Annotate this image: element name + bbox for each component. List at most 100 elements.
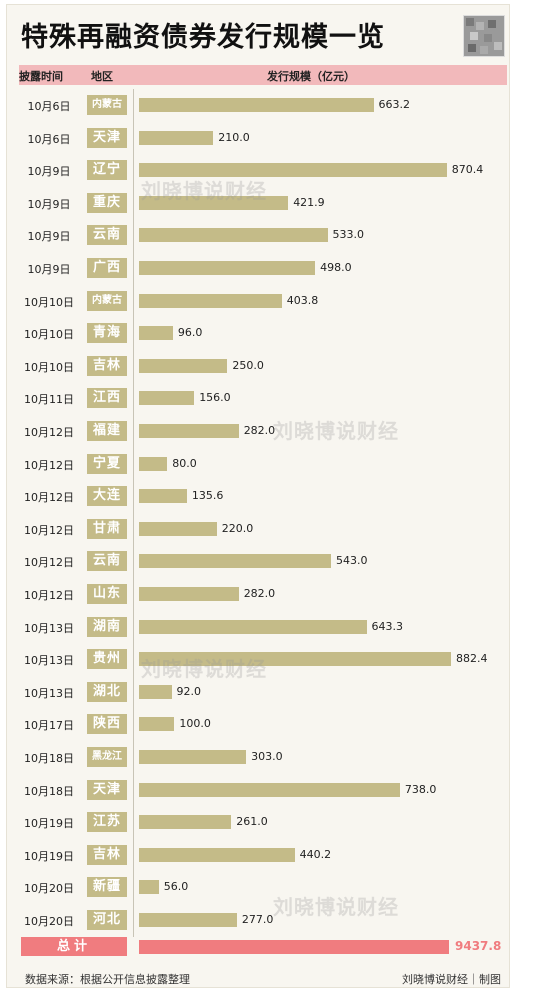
bar (139, 228, 328, 243)
row-region-label: 湖南 (87, 616, 127, 637)
row-date: 10月9日 (27, 165, 71, 179)
row-date: 10月19日 (24, 849, 74, 863)
total-label: 总计 (21, 937, 127, 956)
bar (139, 782, 400, 797)
watermark: 刘晓博说财经 (141, 179, 267, 203)
row-region-label: 天津 (87, 127, 127, 148)
row-date: 10月12日 (24, 589, 74, 602)
watermark: 刘晓博说财经 (141, 657, 267, 681)
row-date: 10月13日 (24, 621, 74, 635)
bar (139, 489, 187, 504)
bar-value-label: 663.2 (378, 98, 411, 111)
row-region-label: 贵州 (87, 649, 127, 670)
bar-value-label: 282.0 (243, 424, 276, 437)
bar-value-label: 421.9 (293, 195, 325, 209)
bar-value-label: 870.4 (451, 163, 484, 177)
bar (139, 880, 159, 895)
bar-value-label: 210.0 (218, 130, 250, 144)
row-region-label: 云南 (87, 551, 127, 572)
bar (139, 913, 237, 927)
row-region-label: 湖北 (87, 681, 127, 702)
bar (139, 847, 295, 862)
row-date: 10月13日 (24, 686, 74, 700)
bar-value-label: 250.0 (232, 358, 264, 372)
row-date: 10月19日 (24, 817, 74, 831)
bar (139, 163, 447, 178)
row-region-label: 新疆 (87, 877, 127, 898)
bar (139, 195, 289, 210)
bar (139, 326, 173, 341)
row-date: 10月11日 (24, 393, 74, 407)
row-region-label: 山东 (87, 584, 127, 604)
row-date: 10月18日 (24, 784, 74, 798)
bar-value-label: 220.0 (221, 521, 254, 535)
row-date: 10月10日 (24, 328, 74, 342)
row-date: 10月20日 (24, 882, 74, 896)
bar (139, 293, 282, 308)
row-date: 10月9日 (27, 230, 71, 244)
row-date: 10月9日 (27, 197, 71, 211)
bar (139, 750, 247, 764)
bar (139, 554, 331, 569)
row-region-label: 天津 (87, 779, 127, 800)
row-date: 10月20日 (24, 915, 74, 928)
footer-credit: 刘晓博说财经｜制图 (402, 973, 501, 986)
row-region-label: 重庆 (87, 192, 127, 213)
bar-value-label: 882.4 (456, 652, 488, 666)
bar (139, 684, 172, 699)
row-date: 10月12日 (24, 458, 74, 472)
row-date: 10月12日 (24, 556, 74, 570)
bar-value-label: 543.0 (336, 554, 368, 568)
bar-value-label: 100.0 (179, 717, 211, 731)
footer-source: 数据来源：根据公开信息披露整理 (25, 973, 190, 986)
row-date: 10月6日 (27, 100, 71, 113)
bar (139, 130, 214, 145)
row-region-label: 江西 (87, 388, 127, 409)
total-value: 9437.8 (455, 939, 502, 953)
watermark: 刘晓博说财经 (273, 895, 399, 919)
header-region: 地区 (91, 70, 113, 83)
chart-card: 特殊再融资债券发行规模一览 披露时间 地区 发行规模（亿元） 10月6日 内蒙古 6… (6, 4, 510, 988)
bar (139, 456, 168, 471)
bar-value-label: 533.0 (332, 228, 365, 242)
bar-value-label: 135.6 (191, 489, 224, 503)
row-region-label: 吉林 (87, 355, 127, 376)
row-region-label: 黑龙江 (87, 747, 127, 767)
bar-value-label: 80.0 (172, 456, 197, 470)
bar-value-label: 96.0 (177, 326, 203, 340)
row-date: 10月10日 (24, 360, 74, 374)
row-region-label: 广西 (87, 258, 127, 278)
chart-title: 特殊再融资债券发行规模一览 (21, 22, 385, 53)
bar-value-label: 92.0 (176, 684, 202, 698)
column-header-bar (19, 65, 507, 85)
bar (139, 587, 239, 601)
row-region-label: 内蒙古 (87, 95, 127, 115)
bar (139, 391, 195, 406)
bar (139, 619, 367, 634)
header-size: 发行规模（亿元） (267, 70, 355, 83)
bar (139, 261, 316, 275)
watermark: 刘晓博说财经 (273, 419, 399, 443)
logo-icon (463, 15, 505, 57)
row-region-label: 辽宁 (87, 160, 127, 181)
row-date: 10月10日 (24, 295, 74, 309)
row-date: 10月18日 (24, 752, 74, 765)
bar-value-label: 643.3 (371, 619, 404, 633)
bar-value-label: 156.0 (199, 391, 231, 405)
bar-value-label: 498.0 (320, 261, 352, 274)
row-region-label: 青海 (87, 323, 127, 344)
bar (139, 717, 175, 732)
bar-value-label: 440.2 (299, 847, 332, 861)
row-region-label: 江苏 (87, 812, 127, 833)
row-date: 10月12日 (24, 491, 74, 505)
bar (139, 521, 217, 536)
row-region-label: 陕西 (87, 714, 127, 735)
row-date: 10月17日 (24, 719, 74, 733)
bar-value-label: 277.0 (241, 913, 274, 926)
bar (139, 424, 239, 438)
row-region-label: 吉林 (87, 844, 127, 865)
bar-value-label: 261.0 (236, 815, 268, 829)
bar-value-label: 282.0 (243, 587, 276, 600)
row-date: 10月6日 (27, 132, 71, 146)
row-region-label: 宁夏 (87, 453, 127, 474)
